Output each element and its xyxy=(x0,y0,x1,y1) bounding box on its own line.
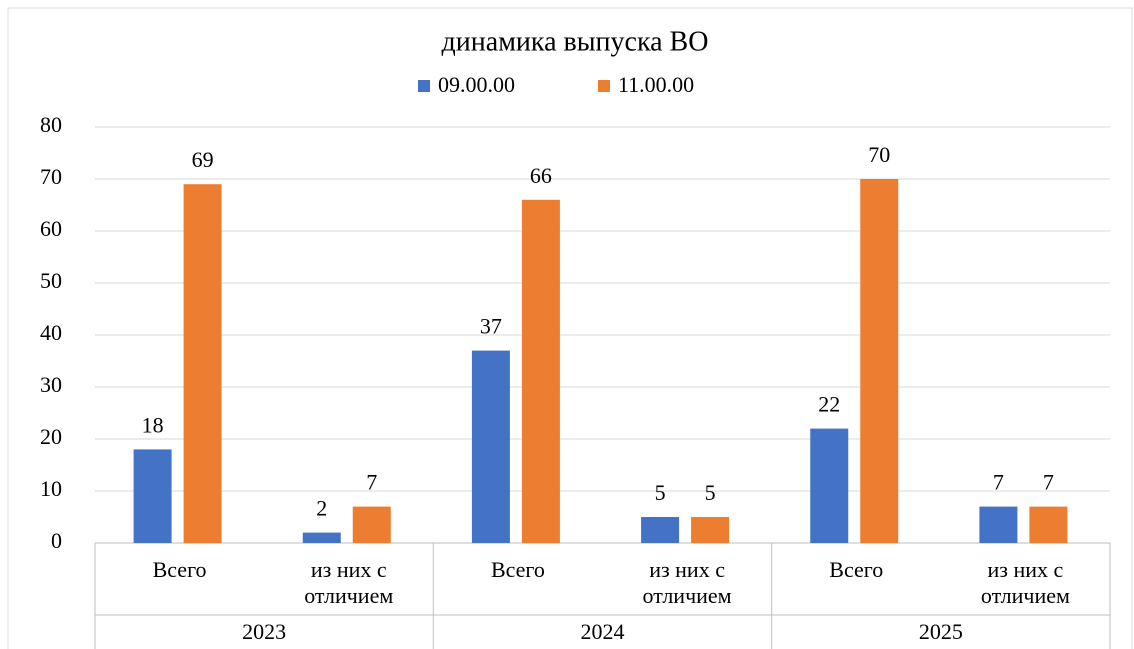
group-label: 2023 xyxy=(242,619,286,644)
data-label: 2 xyxy=(316,496,327,521)
x-tick-label: из них с отличием xyxy=(981,557,1070,608)
y-tick-label: 30 xyxy=(40,372,62,397)
bar xyxy=(521,199,560,544)
bar xyxy=(860,179,899,543)
bar xyxy=(979,506,1018,543)
legend-swatch xyxy=(598,80,610,92)
y-tick-label: 10 xyxy=(40,476,62,501)
bar xyxy=(641,517,680,543)
bar xyxy=(133,449,172,543)
data-label: 66 xyxy=(530,163,552,188)
data-label: 7 xyxy=(993,470,1004,495)
data-label: 70 xyxy=(868,142,890,167)
bar xyxy=(471,350,510,543)
y-tick-label: 70 xyxy=(40,164,62,189)
x-tick-label: Всего xyxy=(829,557,883,582)
chart-frame xyxy=(7,7,1133,649)
y-tick-label: 60 xyxy=(40,216,62,241)
y-tick-label: 20 xyxy=(40,424,62,449)
data-label: 18 xyxy=(142,412,164,437)
data-label: 7 xyxy=(1043,470,1054,495)
x-tick-label: из них с отличием xyxy=(304,557,393,608)
x-tick-label: Всего xyxy=(491,557,545,582)
legend-label: 09.00.00 xyxy=(438,72,515,97)
y-tick-label: 40 xyxy=(40,320,62,345)
chart-title: динамика выпуска ВО xyxy=(442,26,709,57)
bar xyxy=(183,184,222,543)
bar xyxy=(352,506,391,543)
bar xyxy=(691,517,730,543)
group-label: 2025 xyxy=(919,619,963,644)
x-tick-label: из них с отличием xyxy=(643,557,732,608)
legend-label: 11.00.00 xyxy=(618,72,694,97)
y-tick-label: 50 xyxy=(40,268,62,293)
bar xyxy=(810,428,849,543)
data-label: 22 xyxy=(818,392,840,417)
data-label: 5 xyxy=(655,480,666,505)
group-label: 2024 xyxy=(581,619,625,644)
x-tick-label: Всего xyxy=(153,557,207,582)
data-label: 5 xyxy=(705,480,716,505)
y-tick-label: 80 xyxy=(40,112,62,137)
y-tick-label: 0 xyxy=(51,528,62,553)
bar xyxy=(302,532,341,543)
legend-swatch xyxy=(418,80,430,92)
data-label: 37 xyxy=(480,314,502,339)
bar xyxy=(1029,506,1068,543)
data-label: 7 xyxy=(366,470,377,495)
data-label: 69 xyxy=(192,147,214,172)
